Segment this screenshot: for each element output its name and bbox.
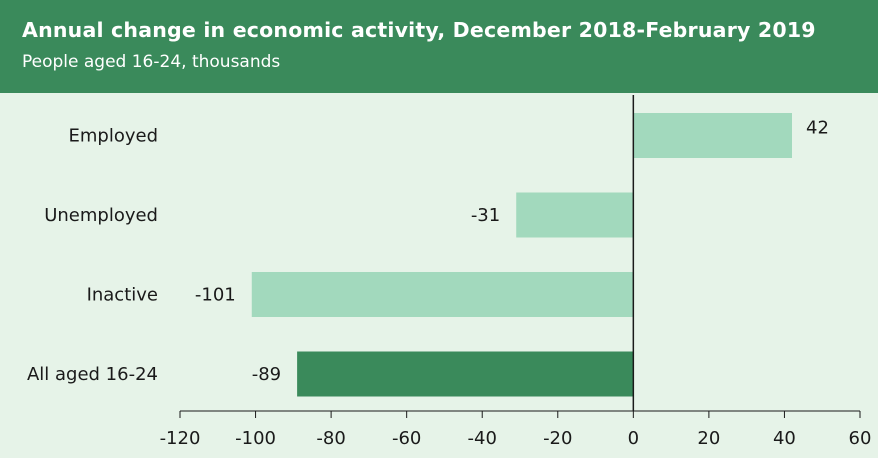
x-tick-label: 60 (849, 428, 872, 449)
category-label: Unemployed (44, 205, 158, 226)
bar-unemployed (516, 192, 634, 238)
data-label: -89 (252, 364, 281, 385)
x-tick-label: -20 (543, 428, 572, 449)
x-axis: -120 -100 -80 -60 -40 -20 0 20 40 60 (160, 95, 872, 449)
x-tick-label: 40 (773, 428, 796, 449)
bar-inactive (251, 272, 634, 317)
x-tick-label: 20 (697, 428, 720, 449)
chart-subtitle: People aged 16-24, thousands (22, 52, 281, 72)
data-label: 42 (806, 118, 829, 139)
data-label: -101 (195, 285, 236, 306)
x-tick-label: 0 (628, 428, 639, 449)
category-label: All aged 16-24 (27, 364, 158, 385)
chart-header: Annual change in economic activity, Dece… (0, 0, 878, 93)
data-label: -31 (471, 205, 500, 226)
chart-title: Annual change in economic activity, Dece… (22, 18, 816, 42)
category-label: Employed (69, 126, 159, 147)
bar-chart: Employed 42 Unemployed -31 Inactive -101 All a… (27, 95, 872, 449)
x-tick-label: -40 (468, 428, 497, 449)
category-label: Inactive (87, 285, 158, 306)
bar-employed (633, 113, 792, 158)
labels-layer: Employed 42 Unemployed -31 Inactive -101 All a… (27, 118, 829, 386)
x-tick-label: -60 (392, 428, 421, 449)
bars-layer (251, 113, 792, 397)
x-tick-label: -120 (160, 428, 201, 449)
bar-all-aged-16-24 (297, 351, 634, 397)
x-tick-label: -80 (316, 428, 345, 449)
x-tick-label: -100 (235, 428, 276, 449)
